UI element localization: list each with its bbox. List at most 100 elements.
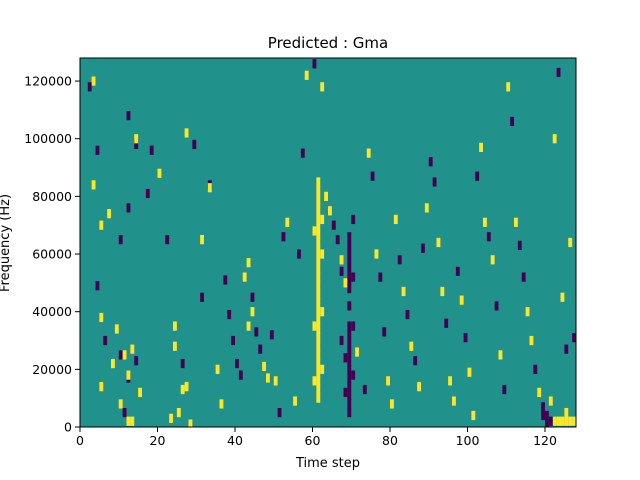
heatmap-cell [316,281,321,291]
heatmap-cell [568,416,573,426]
heatmap-cell [316,246,321,256]
heatmap-area [80,58,576,427]
heatmap-cell [320,82,325,92]
heatmap-cell [149,145,154,155]
heatmap-cell [246,321,251,331]
heatmap-cell [266,373,270,383]
y-tick-label: 20000 [32,362,72,377]
heatmap-cell [184,382,189,392]
heatmap-cell [455,266,460,276]
heatmap-cell [397,255,402,265]
heatmap-cell [347,356,352,366]
heatmap-cell [304,70,309,80]
heatmap-cell [347,338,352,349]
heatmap-cell [510,116,514,127]
heatmap-cell [548,396,553,406]
heatmap-cell [238,370,243,380]
heatmap-cell [312,321,317,331]
heatmap-cell [390,399,394,409]
heatmap-cell [316,358,321,369]
y-tick-label: 40000 [32,304,72,319]
heatmap-cell [111,358,115,369]
x-tick-label: 120 [533,433,557,448]
heatmap-cell [165,235,170,245]
heatmap-cell [320,307,325,317]
heatmap-cell [180,384,185,395]
x-axis-ticks: 0 20 40 60 80 100 120 [76,427,557,448]
heatmap-cell [126,370,131,380]
heatmap-cell [413,356,418,366]
heatmap-cell [343,387,348,398]
heatmap-cell [235,358,239,369]
heatmap-cell [436,237,441,248]
heatmap-cell [122,350,127,360]
heatmap-cell [347,258,352,268]
heatmap-cell [328,206,332,216]
x-tick-label: 0 [76,433,84,448]
heatmap-cell [347,364,352,374]
heatmap-cell [312,226,317,236]
heatmap-cell [378,272,383,282]
heatmap-cell [552,134,557,144]
heatmap-cell [331,220,336,230]
chart-title: Predicted : Gma [268,34,388,52]
heatmap-cell [134,134,139,144]
heatmap-cell [335,235,340,245]
heatmap-cell [300,148,305,158]
heatmap-cell [316,367,321,377]
heatmap-cell [223,275,228,285]
heatmap-cell [320,214,325,225]
heatmap-cell [254,327,259,337]
heatmap-cell [118,399,123,409]
heatmap-cell [564,344,569,354]
heatmap-cell [227,309,232,320]
heatmap-cell [316,393,321,403]
heatmap-cell [118,350,123,360]
heatmap-cell [103,335,108,346]
heatmap-cell [351,321,356,331]
heatmap-cell [525,307,530,317]
heatmap-cell [231,335,235,346]
heatmap-cell [250,307,255,317]
heatmap-cell [91,180,96,190]
y-tick-label: 0 [64,420,72,435]
heatmap-cell [444,318,449,328]
heatmap-cell [316,177,321,187]
heatmap-cell [428,157,433,167]
heatmap-cell [463,333,468,343]
heatmap-cell [316,203,321,213]
heatmap-cell [169,413,173,423]
heatmap-cell [316,315,321,325]
heatmap-cell [401,286,406,297]
heatmap-cell [514,217,518,227]
heatmap-cell [355,347,359,357]
heatmap-cell [351,370,356,380]
heatmap-cell [347,407,352,418]
heatmap-cell [552,416,557,426]
heatmap-cell [370,171,375,181]
heatmap-cell [316,229,321,239]
heatmap-cell [316,255,321,265]
heatmap-cell [188,419,193,427]
heatmap-cell [114,324,119,334]
heatmap-cell [339,266,344,276]
heatmap-cell [273,376,278,386]
x-tick-label: 100 [456,433,480,448]
heatmap-cell [122,407,127,418]
heatmap-cell [91,76,96,86]
heatmap-cell [316,324,321,334]
heatmap-cell [347,382,352,392]
heatmap-cell [134,139,139,150]
heatmap-cell [432,177,437,187]
heatmap-cell [316,333,321,343]
heatmap-cell [366,148,371,158]
y-tick-label: 120000 [24,74,72,89]
heatmap-cell [537,387,542,398]
heatmap-cell [95,145,100,155]
heatmap-cell [320,249,325,259]
heatmap-cell [467,367,472,377]
heatmap-cell [347,266,352,276]
heatmap-cell [192,139,197,150]
heatmap-cell [362,384,367,395]
